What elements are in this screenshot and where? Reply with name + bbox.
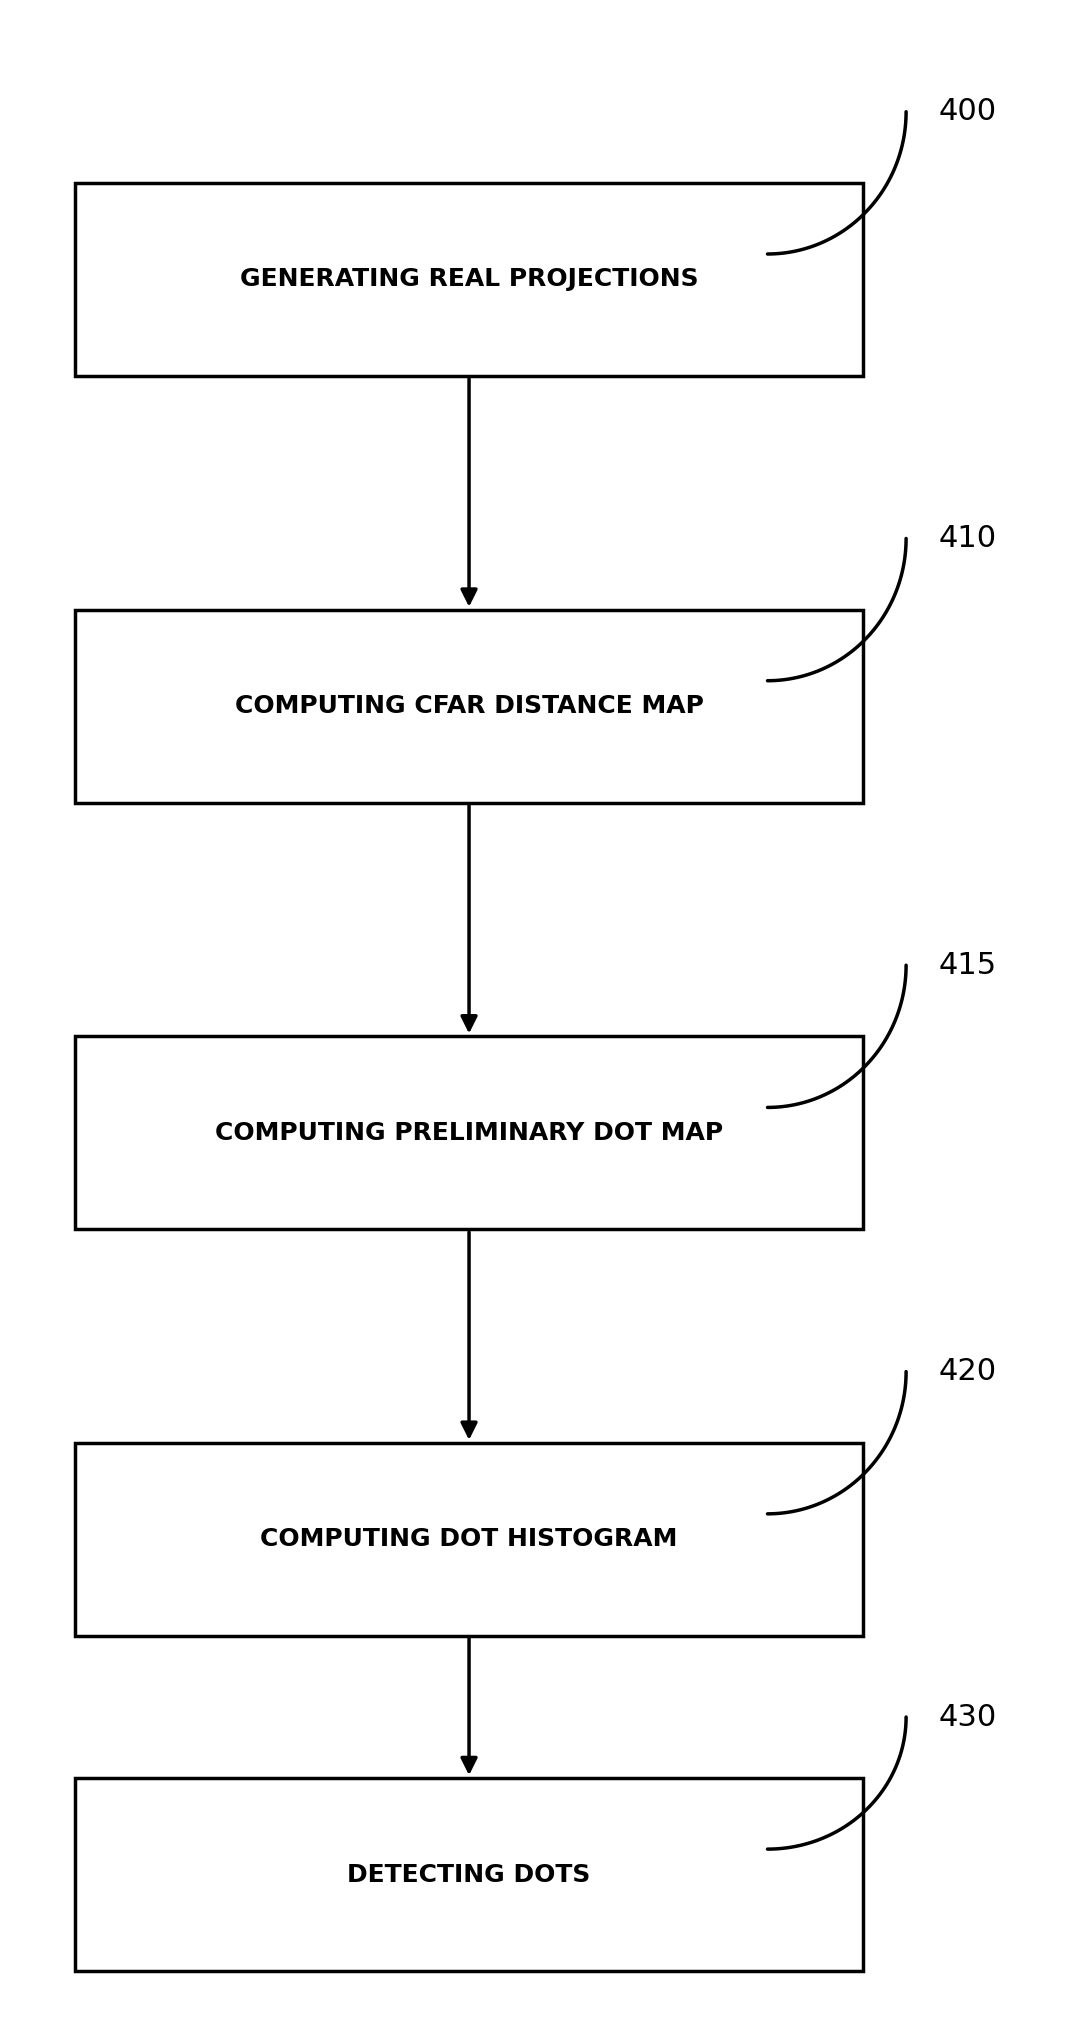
- Text: COMPUTING PRELIMINARY DOT MAP: COMPUTING PRELIMINARY DOT MAP: [215, 1122, 723, 1144]
- Bar: [75, 610, 863, 803]
- Bar: [75, 183, 863, 376]
- Text: 410: 410: [938, 524, 997, 553]
- Text: COMPUTING DOT HISTOGRAM: COMPUTING DOT HISTOGRAM: [260, 1528, 678, 1550]
- Bar: [75, 1778, 863, 1971]
- Text: 400: 400: [938, 98, 997, 126]
- Text: GENERATING REAL PROJECTIONS: GENERATING REAL PROJECTIONS: [240, 268, 698, 291]
- Bar: [75, 1036, 863, 1229]
- Text: 430: 430: [938, 1703, 997, 1731]
- Text: DETECTING DOTS: DETECTING DOTS: [348, 1863, 591, 1886]
- Text: 420: 420: [938, 1357, 997, 1386]
- Bar: [75, 1443, 863, 1636]
- Text: 415: 415: [938, 951, 997, 979]
- Text: COMPUTING CFAR DISTANCE MAP: COMPUTING CFAR DISTANCE MAP: [235, 695, 704, 717]
